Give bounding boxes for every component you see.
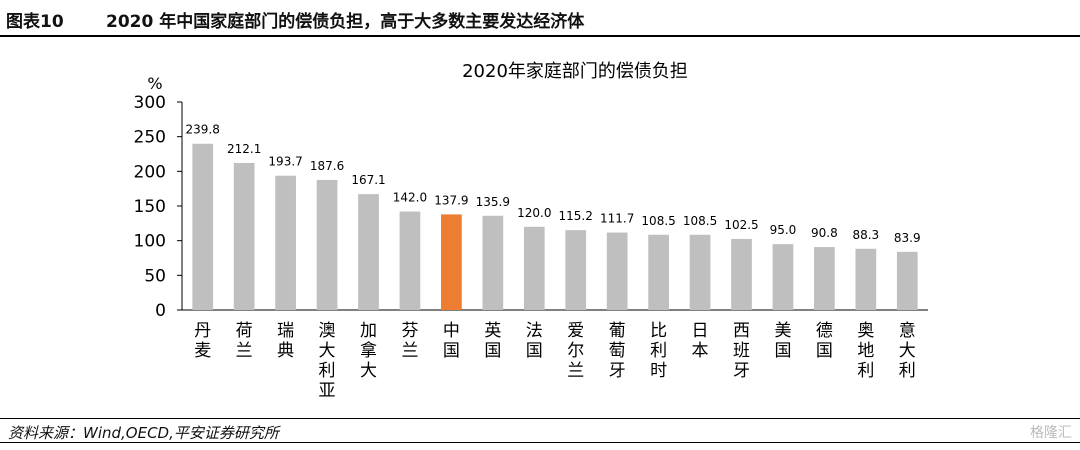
bar-value-label: 212.1: [227, 142, 261, 156]
x-tick-label: 日本: [692, 321, 709, 361]
axes: 0 50 100 150 200 250 300: [134, 93, 928, 321]
bar: [233, 162, 255, 310]
bar-value-label: 111.7: [600, 212, 634, 226]
figure-title: 2020 年中国家庭部门的偿债负担，高于大多数主要发达经济体: [106, 12, 585, 32]
header-rule: [0, 35, 1080, 37]
bar: [441, 214, 462, 310]
footer-rule-bottom: [0, 442, 1080, 443]
x-tick-label: 瑞典: [277, 321, 294, 361]
bar-value-label: 108.5: [641, 214, 675, 228]
x-tick-label: 荷兰: [236, 321, 253, 361]
bar: [316, 179, 338, 310]
bar-value-label: 239.8: [186, 123, 220, 137]
bar-value-label: 142.0: [393, 191, 427, 205]
bar: [565, 230, 587, 310]
y-axis-unit: %: [147, 74, 162, 93]
bar-value-label: 108.5: [683, 214, 717, 228]
bar: [275, 175, 296, 310]
bar-value-label: 137.9: [434, 193, 468, 207]
bar: [772, 244, 794, 310]
chart-container: 2020年家庭部门的偿债负担 % 0 50 100 150 200 250 300 239.…: [0, 37, 1080, 420]
x-tick-label: 意大利: [899, 321, 916, 381]
y-tick-label: 300: [134, 93, 166, 113]
y-tick-label: 150: [134, 197, 166, 217]
bar-value-label: 90.8: [811, 226, 838, 240]
bar-value-label: 120.0: [517, 206, 551, 220]
watermark-logo: 格隆汇: [1030, 425, 1072, 441]
bar-value-label: 187.6: [310, 159, 344, 173]
x-tick-label: 英国: [484, 321, 501, 361]
footer-rule: [0, 418, 1080, 419]
bar: [606, 232, 628, 310]
bar-value-label: 83.9: [894, 231, 921, 245]
figure-label: 图表10: [6, 12, 64, 32]
y-tick-label: 50: [144, 266, 166, 286]
bar: [523, 226, 545, 310]
x-tick-label: 奥地利: [857, 321, 874, 381]
source-note: 资料来源：Wind,OECD,平安证券研究所: [8, 424, 279, 442]
bar: [689, 234, 711, 310]
bars: 239.8 丹麦 212.1 荷兰 193.7 瑞典 187.6 澳大利亚 167.1 加拿大 14…: [186, 123, 921, 401]
bar-value-label: 88.3: [852, 228, 879, 242]
x-tick-label: 法国: [526, 321, 543, 361]
bar-value-label: 193.7: [268, 155, 302, 169]
bar: [896, 251, 918, 310]
y-tick-label: 250: [134, 128, 166, 148]
y-tick-label: 100: [134, 232, 166, 252]
bar-value-label: 167.1: [351, 173, 385, 187]
x-tick-label: 美国: [774, 321, 791, 361]
figure-header: 图表10 2020 年中国家庭部门的偿债负担，高于大多数主要发达经济体: [0, 0, 1080, 36]
x-tick-label: 爱尔兰: [567, 321, 584, 381]
x-tick-label: 中国: [443, 321, 460, 361]
bar: [855, 248, 877, 310]
x-tick-label: 芬兰: [401, 321, 418, 361]
bar: [814, 247, 835, 310]
bar: [482, 215, 504, 310]
x-tick-label: 加拿大: [360, 321, 377, 381]
x-tick-label: 葡萄牙: [609, 321, 626, 381]
x-tick-label: 德国: [816, 321, 833, 361]
bar: [731, 238, 752, 310]
chart-title: 2020年家庭部门的偿债负担: [462, 61, 688, 82]
y-tick-label: 200: [134, 162, 166, 182]
bar: [399, 211, 421, 310]
bar: [358, 194, 379, 310]
x-tick-label: 丹麦: [194, 321, 211, 361]
bar: [648, 234, 669, 310]
x-tick-label: 西班牙: [733, 321, 750, 381]
bar-value-label: 115.2: [559, 209, 593, 223]
x-tick-label: 比利时: [650, 321, 667, 381]
bar-value-label: 102.5: [724, 218, 758, 232]
bar-value-label: 135.9: [476, 195, 510, 209]
bar-chart: 2020年家庭部门的偿债负担 % 0 50 100 150 200 250 300 239.…: [134, 61, 928, 401]
bar: [192, 143, 214, 310]
y-tick-label: 0: [155, 301, 166, 321]
bar-value-label: 95.0: [770, 223, 797, 237]
x-tick-label: 澳大利亚: [319, 321, 336, 401]
